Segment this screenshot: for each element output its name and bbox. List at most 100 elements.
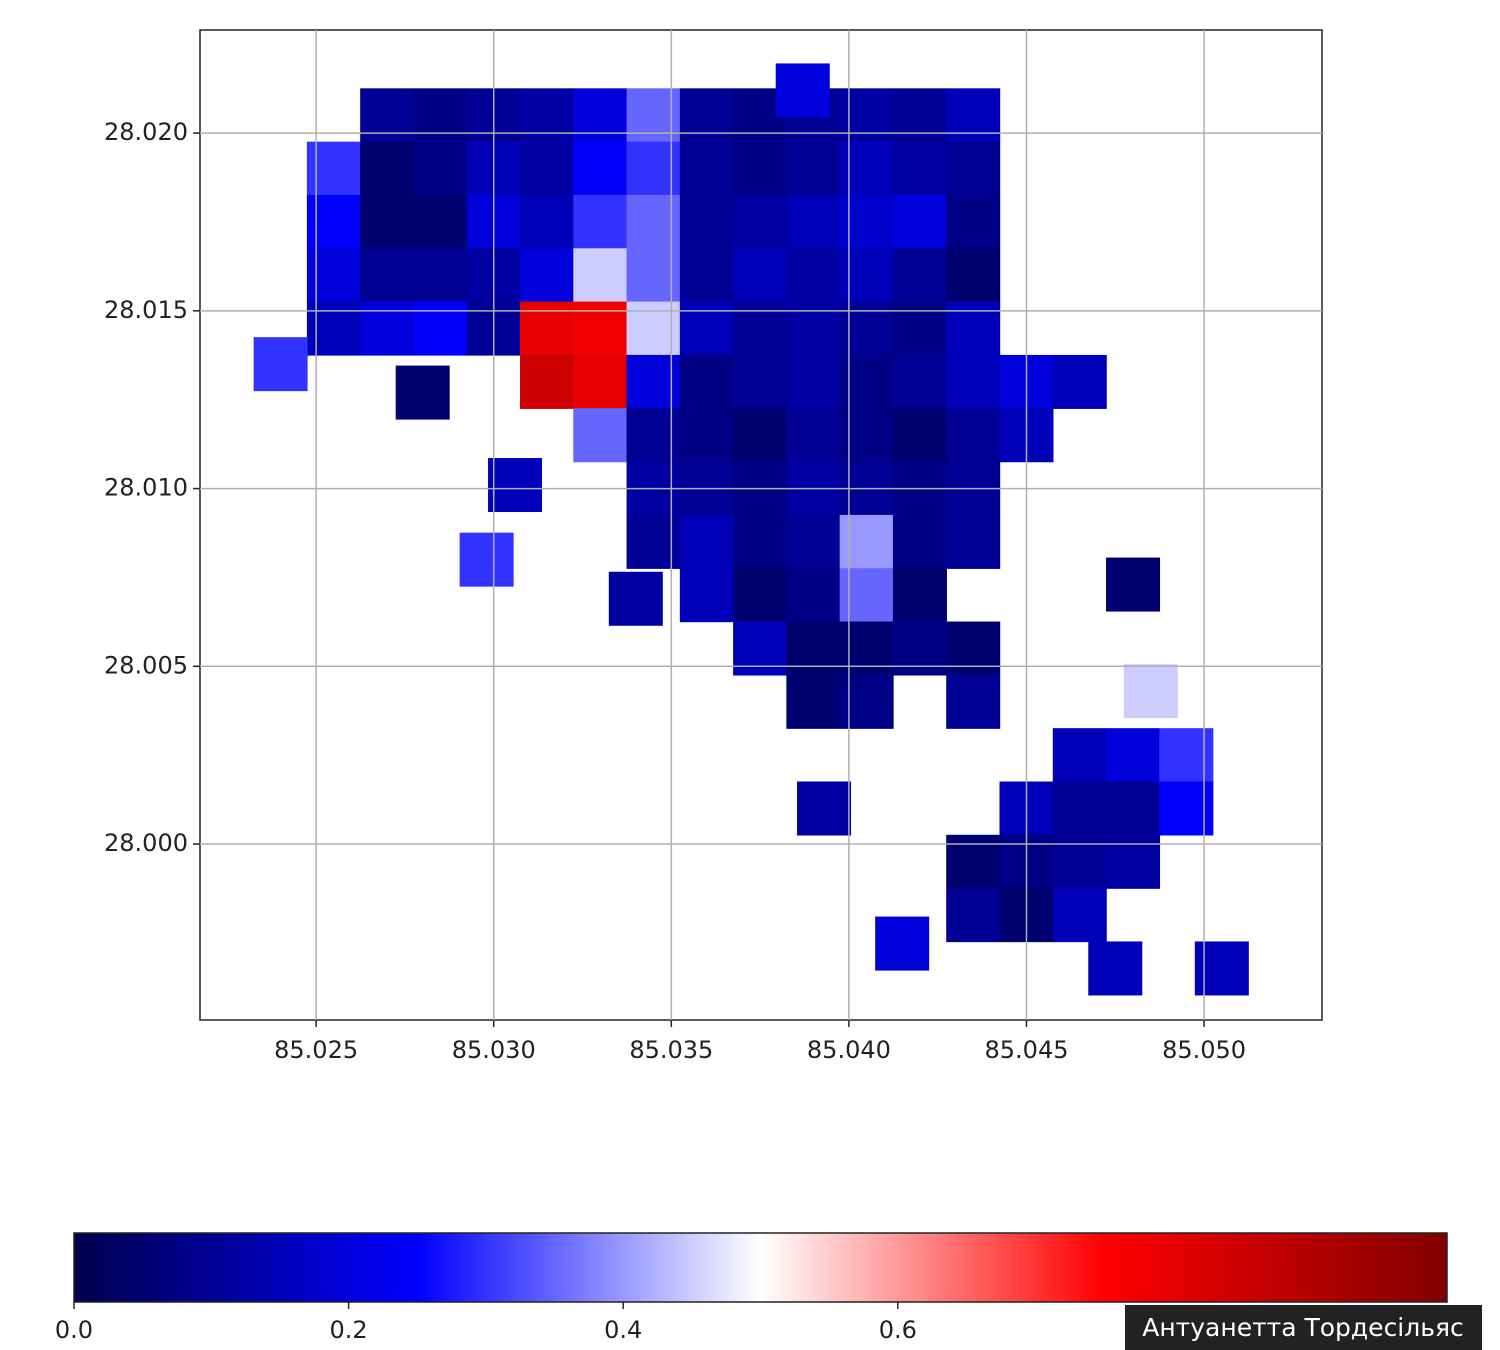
- data-point: [892, 621, 947, 676]
- data-point: [733, 408, 788, 463]
- data-point: [413, 141, 468, 196]
- data-point: [733, 354, 788, 409]
- data-point: [786, 194, 841, 249]
- data-point: [892, 141, 947, 196]
- data-point: [839, 408, 894, 463]
- data-point: [573, 354, 628, 409]
- data-point: [306, 248, 361, 303]
- data-point: [797, 781, 852, 836]
- data-point: [946, 408, 1001, 463]
- data-point: [733, 248, 788, 303]
- data-point: [733, 568, 788, 623]
- data-point: [839, 674, 894, 729]
- data-point: [360, 88, 415, 143]
- data-point: [946, 141, 1001, 196]
- data-point: [413, 194, 468, 249]
- data-point: [1106, 781, 1161, 836]
- data-point: [573, 248, 628, 303]
- colorbar-tick-label: 0.6: [879, 1316, 917, 1344]
- data-point: [892, 568, 947, 623]
- data-point: [786, 674, 841, 729]
- data-point: [892, 354, 947, 409]
- data-point: [608, 571, 663, 626]
- data-point: [573, 408, 628, 463]
- data-point: [786, 514, 841, 569]
- data-point: [626, 354, 681, 409]
- data-point: [839, 301, 894, 356]
- data-point: [626, 194, 681, 249]
- x-tick-label: 85.025: [274, 1036, 358, 1064]
- axes-frame: [199, 29, 1323, 1021]
- data-point: [946, 301, 1001, 356]
- data-point: [733, 514, 788, 569]
- data-point: [839, 621, 894, 676]
- data-point: [1052, 728, 1107, 783]
- watermark: Антуанетта Тордесільяс: [1142, 1313, 1464, 1342]
- data-point: [626, 248, 681, 303]
- data-point: [946, 834, 1001, 889]
- data-point: [626, 514, 681, 569]
- data-point: [413, 301, 468, 356]
- data-point: [786, 408, 841, 463]
- data-point: [360, 301, 415, 356]
- data-point: [946, 674, 1001, 729]
- data-point: [946, 88, 1001, 143]
- data-point: [946, 248, 1001, 303]
- data-point: [573, 88, 628, 143]
- data-point: [520, 88, 575, 143]
- data-point: [839, 194, 894, 249]
- data-point: [520, 301, 575, 356]
- data-point: [488, 458, 543, 513]
- data-point: [679, 514, 734, 569]
- data-point: [1159, 728, 1214, 783]
- data-point: [892, 248, 947, 303]
- y-tick-label: 28.010: [104, 474, 188, 502]
- data-point: [573, 301, 628, 356]
- data-point: [360, 248, 415, 303]
- data-point: [839, 354, 894, 409]
- x-tick-label: 85.035: [629, 1036, 713, 1064]
- x-tick-label: 85.050: [1162, 1036, 1246, 1064]
- data-point: [892, 194, 947, 249]
- colorbar: [73, 1232, 1448, 1303]
- data-point: [626, 301, 681, 356]
- data-point: [733, 301, 788, 356]
- data-point: [839, 141, 894, 196]
- data-point: [1106, 728, 1161, 783]
- data-point: [306, 301, 361, 356]
- data-point: [892, 408, 947, 463]
- data-point: [573, 141, 628, 196]
- data-point: [253, 337, 308, 392]
- data-point: [839, 88, 894, 143]
- colorbar-tick-label: 0.4: [604, 1316, 642, 1344]
- x-tick-label: 85.040: [807, 1036, 891, 1064]
- data-point: [679, 248, 734, 303]
- data-point: [1052, 781, 1107, 836]
- data-point: [775, 63, 830, 118]
- data-point: [520, 194, 575, 249]
- data-point: [520, 248, 575, 303]
- data-point: [626, 408, 681, 463]
- data-point: [413, 248, 468, 303]
- data-point: [679, 141, 734, 196]
- data-point: [626, 88, 681, 143]
- data-point: [395, 365, 450, 420]
- data-point: [946, 621, 1001, 676]
- data-point: [360, 194, 415, 249]
- data-point: [946, 194, 1001, 249]
- data-point: [786, 621, 841, 676]
- data-point: [733, 141, 788, 196]
- colorbar-tick-label: 0.0: [55, 1316, 93, 1344]
- data-point: [679, 301, 734, 356]
- data-point: [946, 354, 1001, 409]
- data-point: [892, 301, 947, 356]
- data-point: [520, 354, 575, 409]
- data-point: [1106, 557, 1161, 612]
- x-tick-label: 85.030: [452, 1036, 536, 1064]
- data-point: [1106, 834, 1161, 889]
- data-point: [520, 141, 575, 196]
- data-point: [679, 408, 734, 463]
- data-point: [306, 141, 361, 196]
